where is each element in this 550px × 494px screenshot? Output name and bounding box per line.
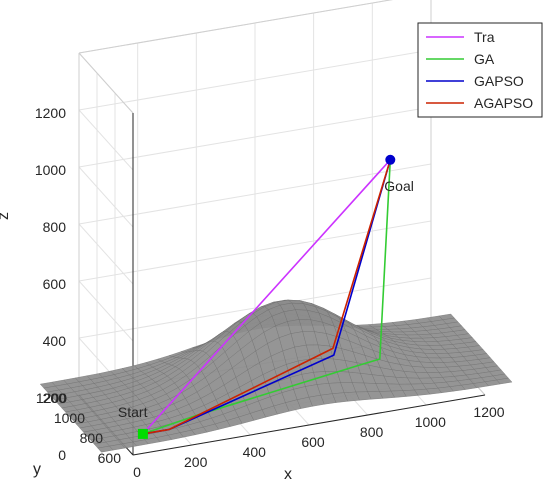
z-tick-label: 1200	[35, 105, 66, 121]
path-lines	[142, 159, 392, 435]
axis-labels: z x y	[0, 212, 292, 483]
grid-line	[78, 277, 432, 339]
grid-line	[78, 106, 432, 168]
tick-labels: 0 200 400 600 800 1000 1200 0 200 400 600 800 1000 12…	[35, 105, 505, 480]
grid-line	[78, 166, 134, 228]
x-tick-label: 400	[243, 444, 267, 460]
goal-label: Goal	[384, 178, 414, 194]
x-tick-label: 1000	[415, 414, 446, 430]
box-edge	[78, 0, 393, 54]
x-tick-label: 600	[301, 434, 325, 450]
series-line-agapso	[142, 159, 392, 435]
z-axis-label: z	[0, 212, 12, 220]
x-axis-line	[132, 394, 486, 456]
y-tick-label: 800	[80, 430, 104, 446]
box-edge	[78, 52, 134, 114]
z-tick-label: 600	[43, 276, 67, 292]
z-tick-label: 200	[43, 390, 67, 406]
grid-line	[78, 220, 432, 282]
grid-line	[78, 163, 432, 225]
x-tick-label: 200	[184, 454, 208, 470]
surface-cell	[496, 377, 513, 385]
grid-line	[78, 49, 432, 111]
legend: Tra GA GAPSO AGAPSO	[417, 22, 543, 118]
grid-line	[78, 223, 134, 285]
x-tick-label: 800	[360, 424, 384, 440]
legend-box	[417, 22, 543, 118]
z-tick-label: 0	[58, 447, 66, 463]
z-tick-label: 400	[43, 333, 67, 349]
y-axis-label: y	[33, 461, 41, 478]
y-tick-label: 1200	[36, 390, 67, 406]
y-tick-label: 600	[98, 450, 122, 466]
legend-label-gapso: GAPSO	[474, 73, 524, 89]
start-label: Start	[118, 404, 148, 420]
y-tick-label: 1000	[54, 410, 85, 426]
grid-line	[78, 109, 134, 171]
terrain-surface	[39, 299, 513, 453]
series-line-tra	[142, 159, 391, 435]
grid-line	[78, 280, 134, 342]
z-tick-label: 1000	[35, 162, 66, 178]
series-line-ga	[142, 159, 392, 435]
z-tick-label: 800	[43, 219, 67, 235]
x-axis-label: x	[284, 466, 292, 483]
endpoint-markers: Start Goal	[118, 154, 414, 439]
goal-marker	[385, 154, 396, 165]
legend-label-ga: GA	[474, 51, 495, 67]
x-tick-label: 0	[133, 464, 141, 480]
legend-label-tra: Tra	[474, 29, 495, 45]
legend-label-agapso: AGAPSO	[474, 95, 533, 111]
start-marker	[137, 428, 148, 439]
x-tick-label: 1200	[473, 404, 504, 420]
